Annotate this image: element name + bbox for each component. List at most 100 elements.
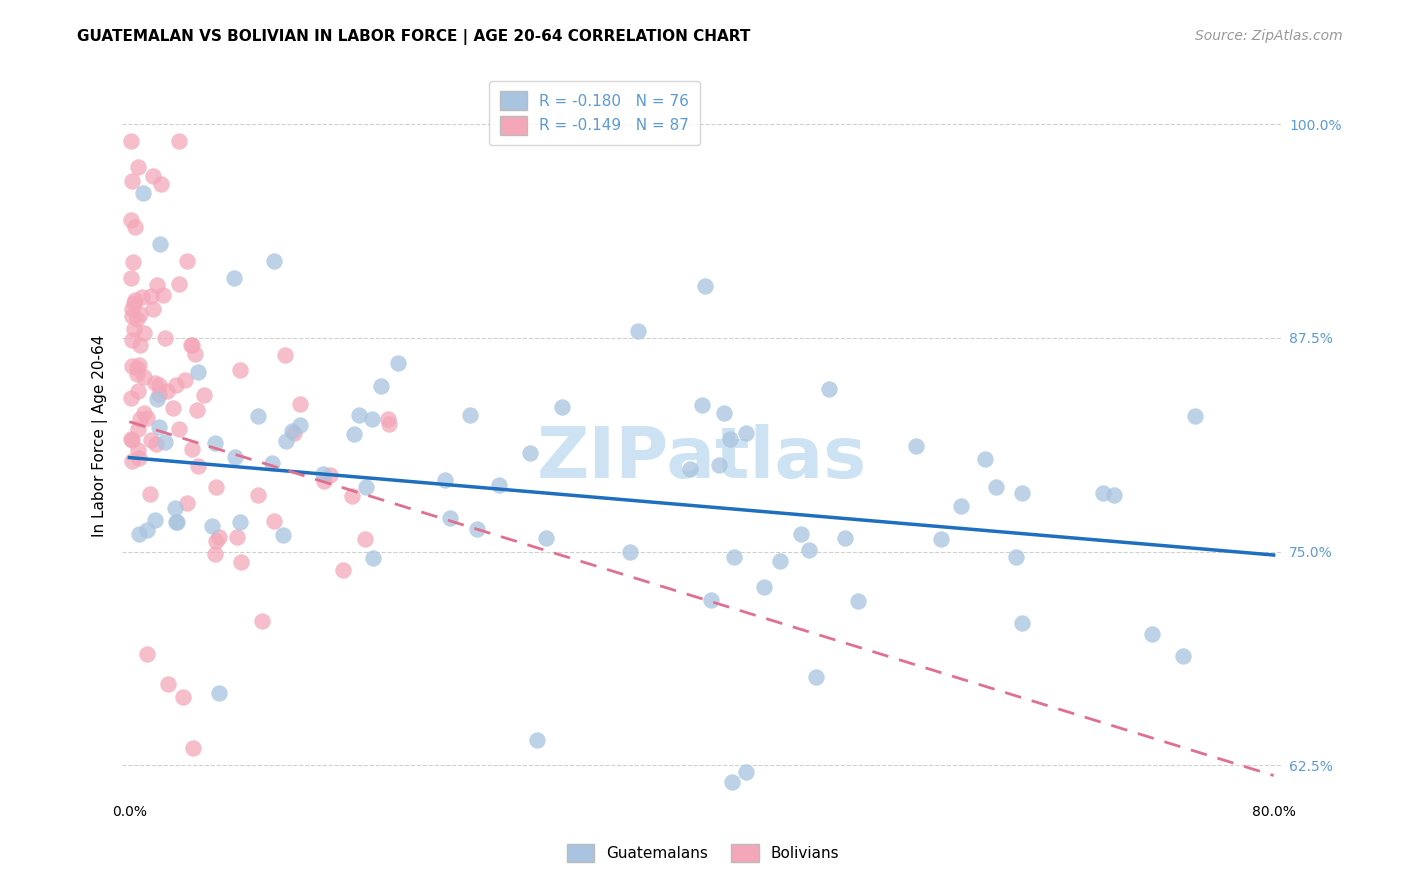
Point [201,518,224,533]
Point [734,764,756,779]
Point [846,594,869,608]
Point [145,437,167,451]
Point [720,775,742,789]
Point [790,527,813,541]
Point [627,324,650,338]
Point [262,456,284,470]
Point [536,531,558,545]
Point [145,376,167,391]
Point [387,356,409,370]
Point [488,478,510,492]
Point [1011,485,1033,500]
Point [1142,627,1164,641]
Point [120,271,142,285]
Point [135,411,157,425]
Point [973,451,995,466]
Point [224,450,246,465]
Point [122,322,145,336]
Point [226,530,249,544]
Point [146,392,169,406]
Point [127,443,149,458]
Point [145,513,167,527]
Point [156,384,179,399]
Point [1184,409,1206,424]
Point [124,219,146,234]
Point [180,338,202,352]
Point [834,531,856,545]
Point [173,373,195,387]
Point [263,253,285,268]
Point [131,290,153,304]
Point [165,501,187,516]
Point [149,177,172,191]
Point [127,422,149,436]
Point [332,563,354,577]
Point [139,289,162,303]
Point [165,515,187,529]
Point [288,397,311,411]
Point [172,690,194,704]
Point [153,331,176,345]
Point [121,454,143,468]
Point [208,686,231,700]
Point [229,362,252,376]
Point [205,534,228,549]
Point [519,446,541,460]
Point [312,467,335,482]
Point [1171,648,1194,663]
Y-axis label: In Labor Force | Age 20-64: In Labor Force | Age 20-64 [93,335,108,537]
Point [281,424,304,438]
Point [136,523,159,537]
Point [354,480,377,494]
Point [467,522,489,536]
Point [128,338,150,352]
Legend: R = -0.180   N = 76, R = -0.149   N = 87: R = -0.180 N = 76, R = -0.149 N = 87 [489,80,700,145]
Legend: Guatemalans, Bolivians: Guatemalans, Bolivians [561,838,845,868]
Point [127,384,149,398]
Point [222,271,245,285]
Point [690,398,713,412]
Point [208,530,231,544]
Point [193,387,215,401]
Point [120,391,142,405]
Point [142,302,165,317]
Point [153,434,176,449]
Point [797,542,820,557]
Text: ZIPatlas: ZIPatlas [537,424,866,492]
Point [136,647,159,661]
Point [229,515,252,529]
Point [370,379,392,393]
Point [181,442,204,456]
Point [132,186,155,200]
Point [288,418,311,433]
Point [120,213,142,227]
Point [361,411,384,425]
Point [122,296,145,310]
Point [121,433,143,447]
Text: Source: ZipAtlas.com: Source: ZipAtlas.com [1195,29,1343,43]
Point [128,412,150,426]
Point [149,236,172,251]
Point [132,369,155,384]
Point [146,278,169,293]
Point [128,527,150,541]
Point [378,417,401,431]
Point [204,436,226,450]
Point [551,401,574,415]
Text: GUATEMALAN VS BOLIVIAN IN LABOR FORCE | AGE 20-64 CORRELATION CHART: GUATEMALAN VS BOLIVIAN IN LABOR FORCE | … [77,29,751,45]
Point [252,615,274,629]
Point [127,312,149,326]
Point [693,278,716,293]
Point [141,433,163,447]
Point [148,420,170,434]
Point [167,422,190,436]
Point [186,403,208,417]
Point [121,309,143,323]
Point [121,174,143,188]
Point [439,510,461,524]
Point [187,365,209,379]
Point [128,359,150,373]
Point [353,533,375,547]
Point [127,360,149,375]
Point [713,406,735,420]
